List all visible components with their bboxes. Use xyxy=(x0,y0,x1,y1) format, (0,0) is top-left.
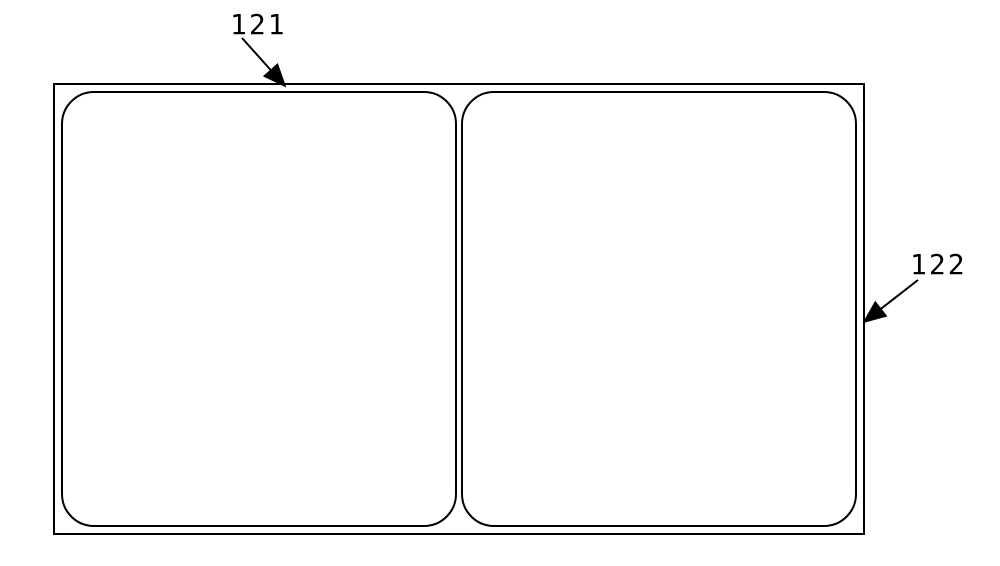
callout-arrow-right xyxy=(864,280,918,322)
callout-label-top: 121 xyxy=(230,8,287,41)
callout-arrow-top xyxy=(242,38,285,86)
outer-frame xyxy=(54,84,864,534)
callout-label-right: 122 xyxy=(910,248,967,281)
inner-panel-left xyxy=(62,92,456,526)
inner-panel-right xyxy=(462,92,856,526)
